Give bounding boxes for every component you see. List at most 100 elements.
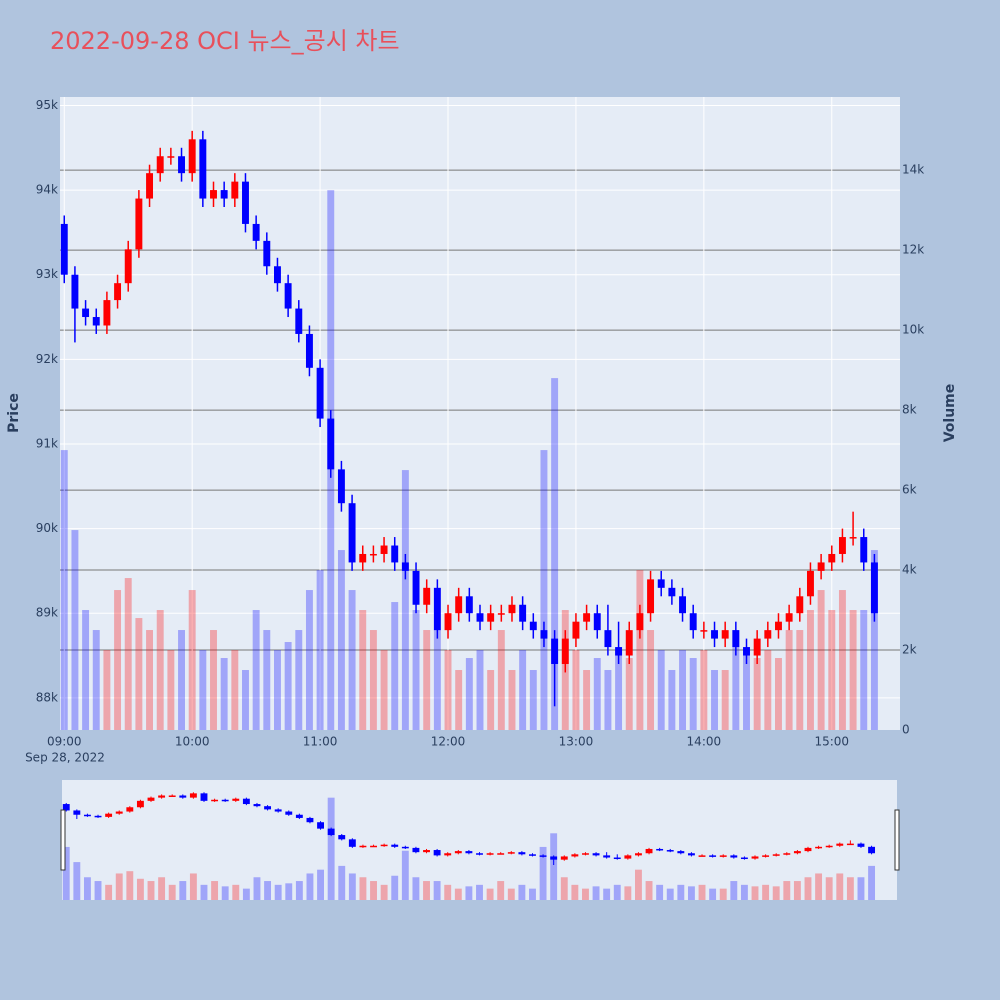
y-tick-label: 94k: [36, 183, 58, 197]
volume-bar: [455, 670, 463, 730]
mini-candle-body: [370, 845, 377, 848]
volume-bar: [711, 670, 718, 730]
candle-body: [146, 173, 154, 199]
mini-volume-bar: [677, 884, 685, 900]
mini-candle-body: [656, 848, 664, 851]
volume-bar: [817, 590, 825, 730]
mini-volume-bar: [497, 881, 505, 900]
mini-volume-bar: [147, 881, 155, 900]
mini-volume-bar: [264, 881, 272, 900]
mini-candle-body: [550, 856, 558, 860]
mini-candle-body: [348, 839, 356, 847]
volume-bar: [679, 650, 687, 730]
mini-candle-body: [518, 852, 526, 855]
mini-candle-body: [804, 847, 812, 852]
candle-body: [135, 198, 143, 250]
volume-bar: [785, 630, 793, 730]
mini-volume-bar: [327, 797, 335, 900]
volume-bar: [348, 590, 356, 730]
mini-candle-body: [83, 814, 91, 817]
volume-bar: [423, 630, 431, 730]
mini-candle-body: [189, 793, 197, 798]
volume-bar: [657, 650, 665, 730]
y-tick-label: 89k: [36, 606, 58, 620]
candle-body: [92, 317, 100, 326]
mini-candle-body: [836, 843, 844, 846]
mini-candle-body: [868, 846, 876, 854]
mini-volume-bar: [603, 888, 611, 900]
volume-bar: [231, 650, 239, 730]
volume-bar: [849, 610, 857, 730]
mini-volume-bar: [412, 877, 420, 900]
mini-candle-body: [423, 850, 430, 853]
mini-volume-bar: [550, 833, 558, 900]
mini-volume-bar: [423, 881, 430, 900]
volume-bar: [337, 550, 345, 730]
mini-volume-bar: [211, 881, 219, 900]
volume-bar: [583, 670, 591, 730]
candle-body: [753, 638, 761, 656]
candle-body: [529, 621, 537, 631]
range-handle-right[interactable]: [894, 809, 900, 871]
mini-candle-body: [391, 844, 399, 847]
mini-volume-bar: [793, 881, 801, 900]
mini-volume-bar: [285, 883, 293, 900]
candle-body: [711, 630, 718, 639]
mini-candle-body: [719, 855, 727, 857]
volume-bar: [689, 658, 697, 730]
mini-volume-bar: [476, 884, 483, 900]
volume-bar: [806, 610, 814, 730]
mini-volume-bar: [719, 888, 727, 900]
mini-candle-body: [815, 846, 823, 849]
candle-body: [636, 613, 644, 631]
volume-bar: [870, 550, 878, 730]
mini-volume-bar: [115, 873, 123, 900]
mini-volume-bar: [380, 884, 388, 900]
mini-candle-body: [274, 809, 282, 812]
volume-bar: [551, 378, 559, 730]
range-slider[interactable]: [62, 780, 897, 900]
volume-bar: [124, 578, 132, 730]
candle-body: [743, 647, 750, 656]
mini-volume-bar: [221, 886, 229, 900]
candle-body: [103, 300, 111, 326]
x-tick-label: 10:00: [175, 735, 210, 749]
x-tick-label: 15:00: [814, 735, 849, 749]
mini-volume-bar: [582, 888, 589, 900]
volume-bar: [529, 670, 537, 730]
volume-bar: [60, 450, 68, 730]
volume-bar: [188, 590, 196, 730]
mini-volume-bar: [804, 877, 812, 900]
mini-candle-body: [285, 811, 293, 815]
mini-volume-bar: [168, 884, 176, 900]
candle-body: [178, 156, 185, 174]
volume-bar: [199, 650, 207, 730]
candle-body: [220, 190, 228, 199]
volume-bar: [615, 650, 623, 730]
mini-candle-body: [529, 854, 536, 856]
candle-body: [561, 638, 569, 664]
candle-body: [593, 613, 601, 631]
candle-body: [540, 630, 548, 639]
candle-body: [316, 367, 324, 419]
mini-candle-body: [168, 795, 176, 797]
candle-body: [870, 562, 878, 614]
volume-bar: [273, 650, 281, 730]
y-axis-title: Price: [6, 393, 22, 433]
candle-body: [380, 545, 388, 554]
volume-bar: [305, 590, 313, 730]
volume-bar: [71, 530, 79, 730]
mini-volume-bar: [698, 884, 706, 900]
mini-volume-bar: [232, 884, 240, 900]
mini-volume-bar: [539, 846, 547, 900]
volume-bar: [732, 630, 740, 730]
volume-bar: [242, 670, 249, 730]
candle-body: [700, 630, 708, 632]
candle-body: [124, 249, 132, 284]
range-handle-left[interactable]: [60, 809, 66, 871]
mini-volume-bar: [645, 881, 653, 900]
mini-volume-bar: [126, 871, 134, 900]
mini-candle-body: [666, 850, 674, 852]
volume-bar: [860, 610, 868, 730]
mini-volume-bar: [624, 886, 632, 900]
